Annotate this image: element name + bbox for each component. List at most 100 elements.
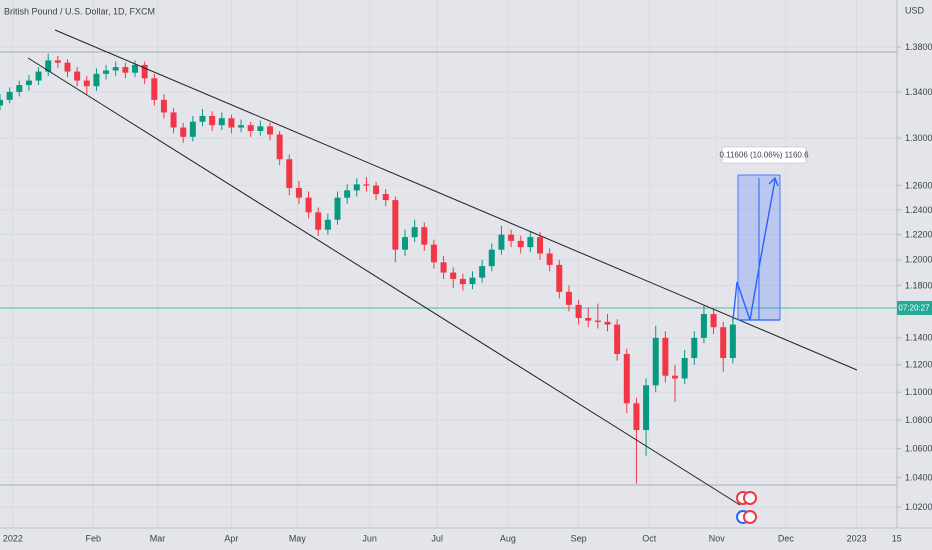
candle-body — [594, 320, 601, 322]
candle-body — [720, 327, 727, 359]
candle-body — [132, 64, 138, 73]
candle-body — [218, 118, 225, 126]
countdown: 07:20:27 — [898, 304, 930, 313]
candle-body — [247, 125, 254, 131]
candle-body — [151, 78, 158, 100]
candle-body — [35, 71, 42, 81]
candle-body — [430, 244, 437, 263]
x-tick-label: Feb — [85, 533, 101, 543]
currency-label: USD — [905, 5, 925, 15]
candle-body — [141, 64, 148, 79]
candle-body — [0, 99, 3, 106]
candle-body — [479, 266, 486, 278]
candle-body — [228, 118, 235, 128]
candle-body — [402, 237, 408, 250]
candle-body — [189, 121, 196, 137]
measure-label: 0.11606 (10.06%) 1160.6 — [719, 151, 809, 160]
candle-body — [238, 125, 245, 128]
candle-body — [459, 278, 466, 285]
candle-body — [180, 127, 187, 137]
x-tick-label: Oct — [642, 533, 657, 543]
candle-body — [267, 126, 273, 135]
candle-body — [334, 197, 341, 220]
x-tick-label: May — [289, 533, 307, 543]
candle-body — [209, 115, 216, 126]
candle-body — [585, 317, 592, 321]
y-tick-label: 1.10000 — [905, 387, 932, 397]
candle-body — [662, 337, 669, 376]
x-tick-label: Mar — [150, 533, 166, 543]
candle-body — [527, 237, 534, 248]
candle-body — [537, 237, 543, 254]
candle-body — [517, 240, 524, 248]
x-tick-label: Aug — [500, 533, 516, 543]
y-tick-label: 1.18000 — [905, 280, 932, 290]
candle-body — [681, 358, 688, 379]
candle-body — [45, 60, 52, 72]
x-tick-label: Sep — [571, 533, 587, 543]
candle-body — [83, 80, 90, 87]
candle-body — [729, 324, 736, 359]
candle-body — [16, 85, 23, 92]
x-tick-label: Jul — [431, 533, 443, 543]
event-icon — [743, 491, 757, 505]
candle-body — [633, 403, 640, 431]
y-tick-label: 1.22000 — [905, 230, 932, 240]
candle-body — [25, 80, 32, 86]
candle-body — [691, 337, 698, 359]
event-icon — [743, 510, 757, 524]
candle-body — [324, 219, 331, 230]
candle-body — [54, 60, 61, 63]
candles — [0, 53, 736, 484]
candle-body — [440, 262, 447, 273]
candle-body — [305, 197, 312, 213]
countdown-box — [897, 301, 932, 315]
candle-body — [93, 73, 100, 87]
candle-body — [160, 99, 167, 113]
y-tick-label: 1.04000 — [905, 472, 932, 482]
projection-path — [732, 179, 776, 321]
y-tick-label: 1.24000 — [905, 205, 932, 215]
candle-body — [575, 304, 582, 318]
candle-body — [623, 353, 630, 404]
candle-body — [276, 134, 283, 160]
y-tick-label: 1.30000 — [905, 133, 932, 143]
candle-body — [421, 227, 428, 245]
measure-label-box — [721, 146, 807, 164]
candle-body — [546, 253, 553, 265]
y-tick-label: 1.14000 — [905, 333, 932, 343]
y-tick-label: 1.08000 — [905, 415, 932, 425]
x-tick-label: Nov — [709, 533, 726, 543]
grid — [0, 0, 898, 528]
candle-body — [112, 67, 119, 71]
candle-body — [344, 190, 351, 198]
x-tick-label: 2022 — [3, 533, 23, 543]
x-tick-label: 2023 — [847, 533, 867, 543]
candle-body — [508, 234, 515, 241]
x-tick-label: Apr — [224, 533, 238, 543]
x-tick-label: Dec — [778, 533, 795, 543]
x-tick-label: Jun — [362, 533, 377, 543]
candle-body — [103, 70, 110, 74]
y-tick-label: 1.02000 — [905, 502, 932, 512]
candle-body — [373, 185, 380, 195]
candle-body — [64, 62, 71, 72]
candle-body — [122, 67, 129, 73]
y-tick-label: 1.20000 — [905, 255, 932, 265]
candle-body — [614, 324, 621, 354]
candle-body — [469, 277, 476, 285]
candle-body — [170, 112, 177, 128]
candle-body — [392, 200, 399, 250]
trend-line — [27, 57, 741, 506]
candle-body — [643, 385, 650, 431]
y-tick-label: 1.38000 — [905, 42, 932, 52]
candle-body — [382, 194, 389, 201]
trend-line — [54, 29, 858, 371]
candle-body — [700, 314, 707, 338]
candle-body — [710, 314, 717, 328]
x-tick-label: 15 — [892, 533, 902, 543]
event-icons — [736, 491, 757, 524]
candle-body — [257, 126, 264, 131]
candle-body — [565, 291, 572, 305]
